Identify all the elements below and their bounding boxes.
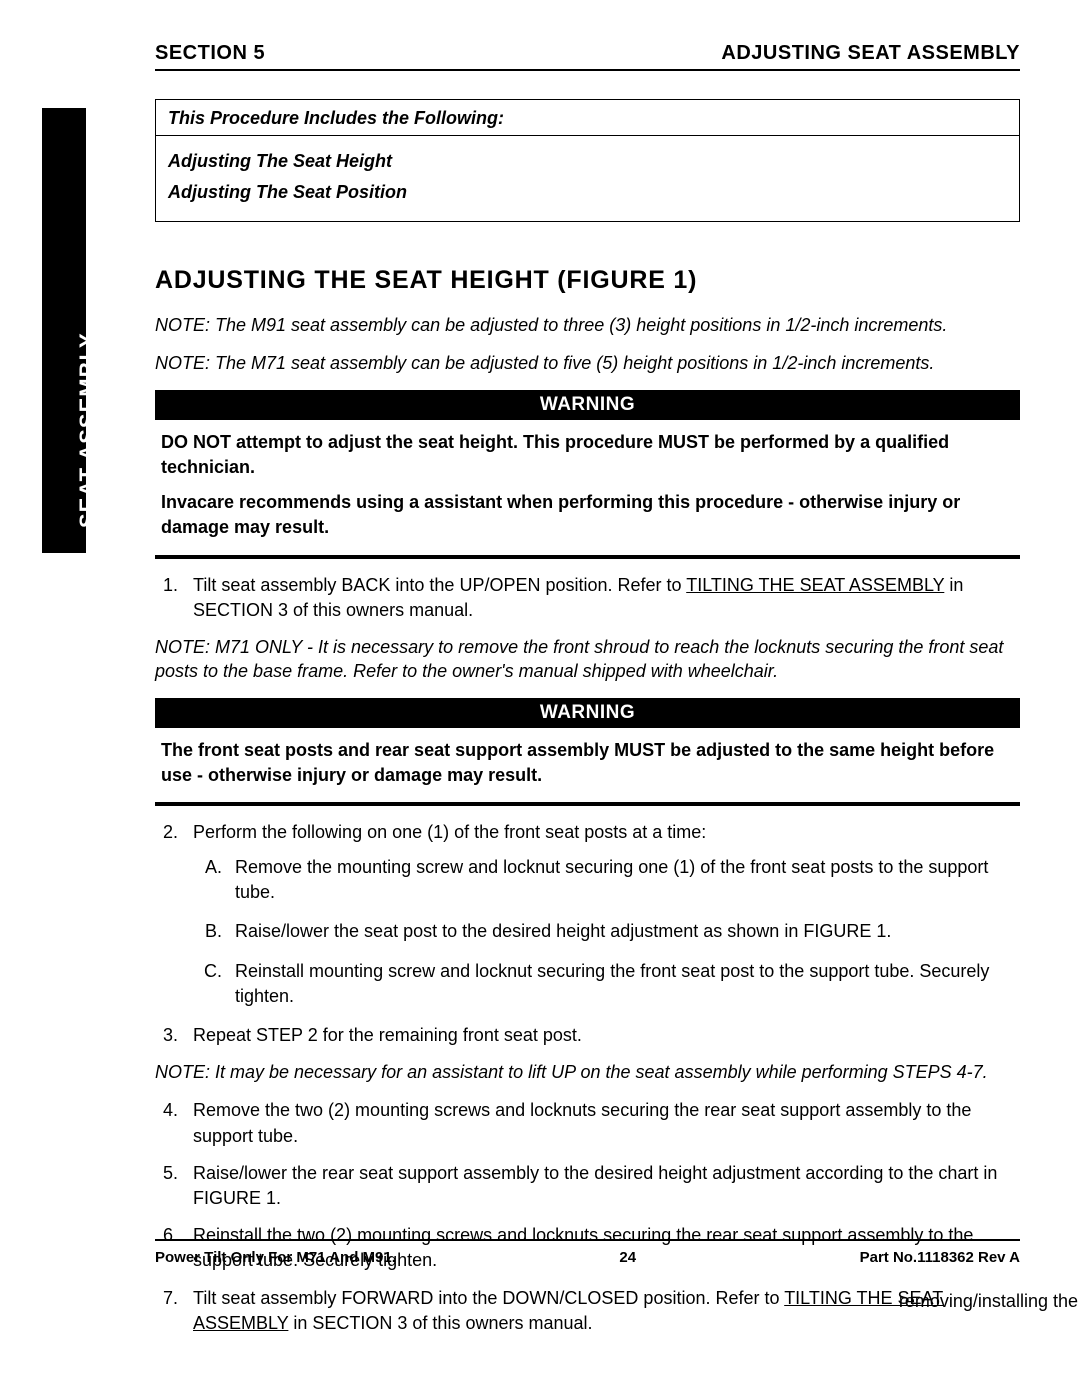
step-2b: Raise/lower the seat post to the desired… — [227, 919, 1020, 944]
steps-list-2: Perform the following on one (1) of the … — [155, 820, 1020, 1048]
header-right: ADJUSTING SEAT ASSEMBLY — [721, 42, 1020, 65]
warning-body-1: DO NOT attempt to adjust the seat height… — [155, 420, 1020, 559]
step-2: Perform the following on one (1) of the … — [183, 820, 1020, 1009]
warning-bar-1: WARNING — [155, 390, 1020, 420]
procedure-box: This Procedure Includes the Following: A… — [155, 99, 1020, 222]
side-tab: SEAT ASSEMBLY — [42, 108, 86, 553]
warning-2-p1: The front seat posts and rear seat suppo… — [161, 738, 1014, 788]
steps-list-3: Remove the two (2) mounting screws and l… — [155, 1098, 1020, 1336]
page-header: SECTION 5 ADJUSTING SEAT ASSEMBLY — [155, 42, 1020, 71]
footer-page-number: 24 — [619, 1249, 636, 1266]
step-1-text-a: Tilt seat assembly BACK into the UP/OPEN… — [193, 575, 686, 595]
step-1: Tilt seat assembly BACK into the UP/OPEN… — [183, 573, 1020, 623]
step-2-substeps: Remove the mounting screw and locknut se… — [193, 855, 1020, 1009]
note-3: NOTE: M71 ONLY - It is necessary to remo… — [155, 635, 1020, 684]
step-7-text-a: Tilt seat assembly FORWARD into the DOWN… — [193, 1288, 784, 1308]
procedure-heading: This Procedure Includes the Following: — [156, 100, 1019, 136]
steps-list-1: Tilt seat assembly BACK into the UP/OPEN… — [155, 573, 1020, 623]
warning-body-2: The front seat posts and rear seat suppo… — [155, 728, 1020, 806]
step-3: Repeat STEP 2 for the remaining front se… — [183, 1023, 1020, 1048]
step-2c: Reinstall mounting screw and locknut sec… — [227, 959, 1020, 1009]
header-left: SECTION 5 — [155, 42, 265, 65]
warning-1-p1: DO NOT attempt to adjust the seat height… — [161, 430, 1014, 480]
step-4: Remove the two (2) mounting screws and l… — [183, 1098, 1020, 1148]
note-4: NOTE: It may be necessary for an assista… — [155, 1060, 1020, 1084]
warning-bar-2: WARNING — [155, 698, 1020, 728]
step-2a: Remove the mounting screw and locknut se… — [227, 855, 1020, 905]
warning-1-p2: Invacare recommends using a assistant wh… — [161, 490, 1014, 540]
footer-right: Part No.1118362 Rev A — [860, 1249, 1020, 1266]
note-1: NOTE: The M91 seat assembly can be adjus… — [155, 313, 1020, 337]
step-2-text: Perform the following on one (1) of the … — [193, 822, 706, 842]
manual-page: SEAT ASSEMBLY SECTION 5 ADJUSTING SEAT A… — [0, 0, 1080, 1336]
stray-text: removing/installing the — [899, 1291, 1078, 1312]
procedure-line-2: Adjusting The Seat Position — [168, 177, 1007, 208]
step-7-text-b: in SECTION 3 of this owners manual. — [288, 1313, 592, 1333]
side-tab-label: SEAT ASSEMBLY — [75, 332, 101, 528]
note-2: NOTE: The M71 seat assembly can be adjus… — [155, 351, 1020, 375]
footer-left: Power Tilt Only For M71 And M91. — [155, 1249, 396, 1266]
procedure-line-1: Adjusting The Seat Height — [168, 146, 1007, 177]
step-1-link: TILTING THE SEAT ASSEMBLY — [686, 575, 944, 595]
page-content: This Procedure Includes the Following: A… — [155, 99, 1020, 1336]
procedure-body: Adjusting The Seat Height Adjusting The … — [156, 136, 1019, 221]
step-5: Raise/lower the rear seat support assemb… — [183, 1161, 1020, 1211]
page-footer: Power Tilt Only For M71 And M91. 24 Part… — [155, 1239, 1020, 1266]
section-heading: ADJUSTING THE SEAT HEIGHT (FIGURE 1) — [155, 266, 1020, 295]
step-7: Tilt seat assembly FORWARD into the DOWN… — [183, 1286, 1020, 1336]
